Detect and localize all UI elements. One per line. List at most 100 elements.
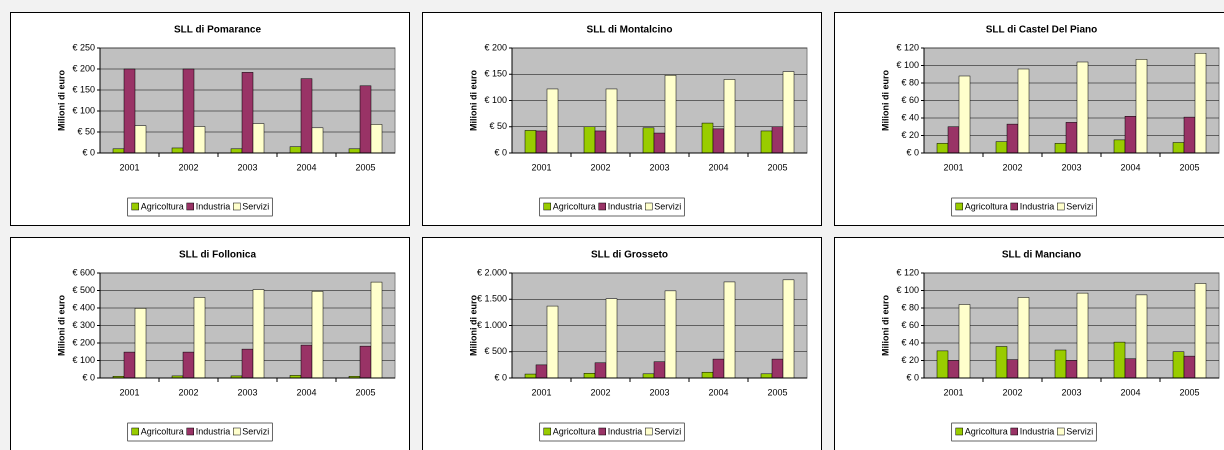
bar xyxy=(300,78,313,154)
y-tick-label: € 100 xyxy=(72,355,95,365)
x-tick-label: 2005 xyxy=(355,387,375,397)
bar xyxy=(1183,116,1196,154)
legend-label: Industria xyxy=(1020,426,1055,436)
legend-label: Agricoltura xyxy=(965,201,1008,211)
chart-panel: € 0 € 50 € 100 € 150 € 200 2001 2002 2003 2004 20… xyxy=(422,12,822,226)
legend-swatch xyxy=(598,427,606,436)
legend-label: Servizi xyxy=(654,426,681,436)
y-axis-label: Milioni di euro xyxy=(880,70,890,131)
x-tick-label: 2004 xyxy=(708,162,728,172)
bar xyxy=(1065,122,1078,154)
x-tick-label: 2001 xyxy=(119,162,139,172)
y-tick-label: € 50 xyxy=(489,121,507,131)
bar xyxy=(348,148,361,154)
legend: Agricoltura Industria Servizi xyxy=(127,197,273,217)
chart-title: SLL di Manciano xyxy=(1002,250,1081,261)
y-tick-label: € 100 xyxy=(72,105,95,115)
x-tick-label: 2005 xyxy=(767,387,787,397)
bar xyxy=(642,373,655,379)
legend-swatch xyxy=(1057,202,1065,211)
legend-label: Agricoltura xyxy=(965,426,1008,436)
bar xyxy=(723,79,736,154)
bar xyxy=(1135,59,1148,154)
legend-label: Industria xyxy=(1020,201,1055,211)
bar xyxy=(171,147,184,154)
bar xyxy=(664,290,677,379)
legend-swatch xyxy=(1057,427,1065,436)
x-tick-label: 2004 xyxy=(296,162,316,172)
y-tick-label: € 0 xyxy=(494,147,507,157)
y-tick-label: € 50 xyxy=(77,126,95,136)
bar xyxy=(1017,68,1030,154)
bar xyxy=(252,289,265,379)
bar xyxy=(300,344,313,379)
bar xyxy=(594,130,607,154)
bar xyxy=(134,125,147,154)
y-tick-label: € 120 xyxy=(896,267,919,277)
x-tick-label: 2002 xyxy=(590,387,610,397)
chart-title: SLL di Pomarance xyxy=(174,25,262,36)
y-tick-label: € 0 xyxy=(906,372,919,382)
x-tick-label: 2004 xyxy=(708,387,728,397)
x-tick-label: 2003 xyxy=(649,387,669,397)
bar xyxy=(1054,143,1067,154)
x-tick-label: 2003 xyxy=(1061,387,1081,397)
chart-panel: € 0 € 20 € 40 € 60 € 80 € 100 € 120 2001 2002 200… xyxy=(834,12,1224,226)
bar xyxy=(583,373,596,379)
x-tick-label: 2001 xyxy=(943,162,963,172)
bar xyxy=(359,85,372,154)
legend: Agricoltura Industria Servizi xyxy=(539,422,685,442)
bar xyxy=(546,88,559,154)
bar xyxy=(252,123,265,154)
bar xyxy=(1124,358,1137,379)
y-tick-label: € 600 xyxy=(72,267,95,277)
y-tick-label: € 100 xyxy=(896,285,919,295)
chart-title: SLL di Follonica xyxy=(179,250,256,261)
bar xyxy=(771,358,784,379)
x-tick-label: 2002 xyxy=(590,162,610,172)
legend: Agricoltura Industria Servizi xyxy=(951,197,1097,217)
legend-label: Servizi xyxy=(1066,201,1093,211)
legend: Agricoltura Industria Servizi xyxy=(127,422,273,442)
x-tick-label: 2004 xyxy=(1120,162,1140,172)
chart-panel: € 0 € 500 € 1.000 € 1.500 € 2.000 2001 2002 200… xyxy=(422,237,822,450)
y-tick-label: € 200 xyxy=(484,42,507,52)
legend-box xyxy=(127,422,273,442)
y-tick-label: € 500 xyxy=(72,285,95,295)
bar xyxy=(1172,142,1185,154)
legend-label: Industria xyxy=(196,201,231,211)
bar xyxy=(1172,351,1185,379)
y-tick-label: € 2.000 xyxy=(477,267,507,277)
legend-swatch xyxy=(1010,202,1018,211)
legend-swatch xyxy=(645,202,653,211)
bar xyxy=(1113,139,1126,154)
bar xyxy=(311,291,324,379)
y-tick-label: € 200 xyxy=(72,337,95,347)
y-tick-label: € 80 xyxy=(901,77,919,87)
y-tick-label: € 150 xyxy=(72,84,95,94)
x-tick-label: 2001 xyxy=(943,387,963,397)
y-tick-label: € 60 xyxy=(901,95,919,105)
bar xyxy=(782,279,795,379)
bar xyxy=(995,346,1008,379)
y-tick-label: € 40 xyxy=(901,112,919,122)
y-tick-label: € 120 xyxy=(896,42,919,52)
bar xyxy=(182,68,195,154)
legend-box xyxy=(539,197,685,217)
bar xyxy=(701,122,714,154)
chart-title: SLL di Montalcino xyxy=(587,25,673,36)
bar xyxy=(370,124,383,154)
bar xyxy=(995,141,1008,154)
legend-label: Servizi xyxy=(1066,426,1093,436)
bar xyxy=(230,148,243,154)
y-tick-label: € 250 xyxy=(72,42,95,52)
legend-box xyxy=(951,422,1097,442)
y-tick-label: € 150 xyxy=(484,69,507,79)
chart-panel: € 0 € 20 € 40 € 60 € 80 € 100 € 120 2001 2002 200… xyxy=(834,237,1224,450)
x-tick-label: 2001 xyxy=(119,387,139,397)
bar xyxy=(1017,297,1030,379)
bar xyxy=(594,362,607,379)
legend-label: Agricoltura xyxy=(553,201,596,211)
bar xyxy=(936,350,949,379)
bar xyxy=(958,304,971,379)
